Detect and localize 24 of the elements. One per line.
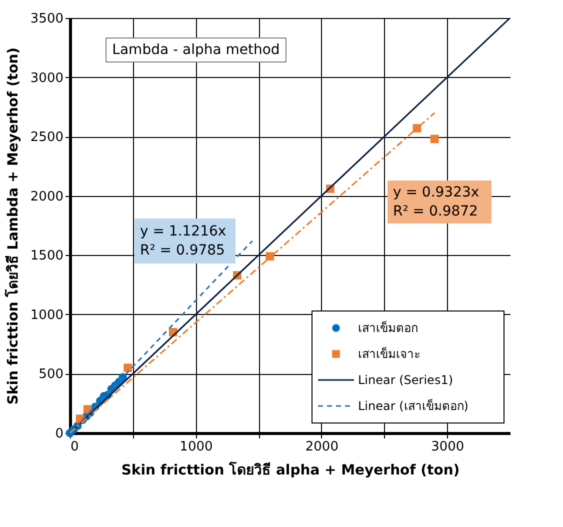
y-axis-title: Skin fricttion โดยวิธี Lambda + Meyerhof (ton) [3,47,22,405]
y-tick-label: 2000 [30,189,64,204]
point [430,134,439,144]
legend-label: เสาเข็มตอก [358,320,418,335]
y-tick-label: 1500 [30,248,64,264]
annotation: y = 1.1216x R² = 0.9785 [140,224,226,258]
x-tick-label: 2000 [305,440,338,454]
annotation: Lambda - alpha method [112,42,280,58]
y-tick-label: 0 [55,426,64,442]
x-tick-label: 0 [70,440,79,454]
point [266,252,274,261]
x-axis-title: Skin fricttion โดยวิธี alpha + Meyerhof (ton) [121,460,460,478]
x-tick-label: 3000 [431,440,464,454]
x-tick-label: 1000 [180,440,213,454]
y-tick-label: 3500 [30,12,64,26]
y-tick-label: 3000 [30,70,64,86]
annotation: y = 0.9323x R² = 0.9872 [393,184,480,220]
y-tick-label: 2500 [30,130,64,146]
legend-label: Linear (เสาเข็มตอก) [358,398,468,413]
legend-label: Linear (Series1) [358,373,454,387]
point [124,364,132,372]
legend-label: เสาเข็มเจาะ [358,346,420,361]
y-tick-label: 500 [38,367,64,382]
y-tick-label: 1000 [30,308,64,323]
